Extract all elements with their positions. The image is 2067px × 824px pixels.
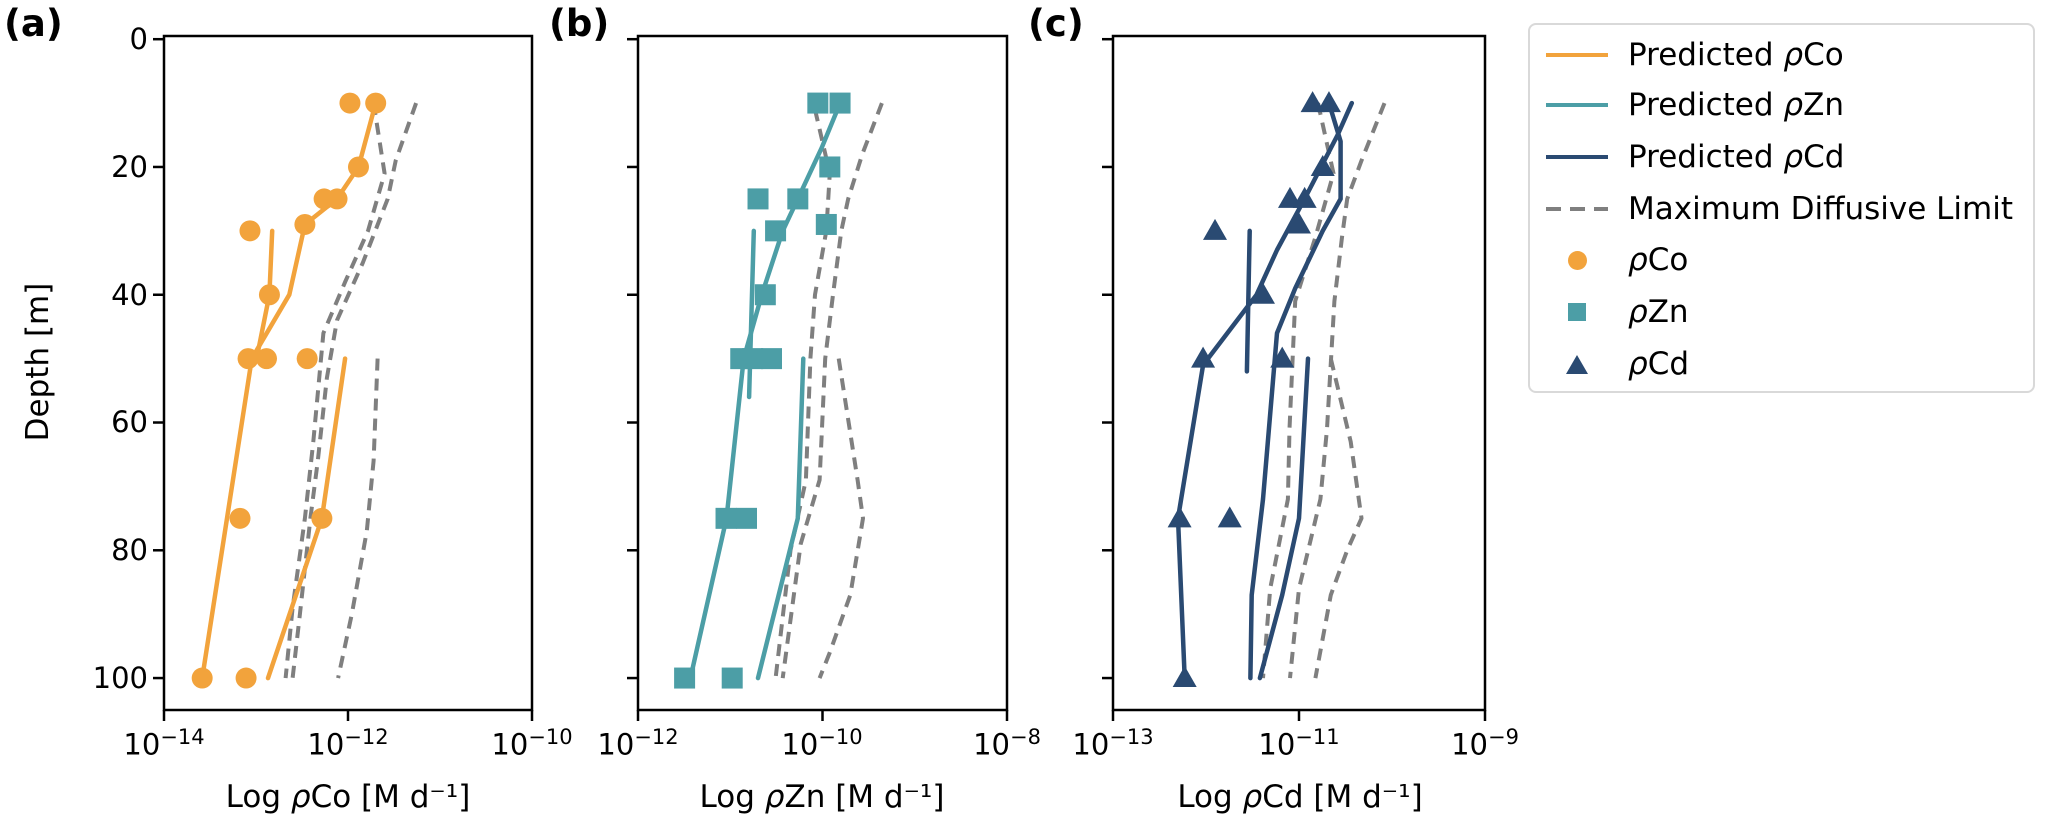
data-point-rho-cd (1203, 218, 1228, 240)
data-point-rho-zn (754, 284, 776, 306)
predicted-zn-line-sample (1546, 103, 1608, 107)
legend: Predicted ρCo Predicted ρZn Predicted ρC… (1528, 23, 2035, 393)
data-point-rho-zn (829, 92, 851, 114)
data-point-rho-cd (1172, 666, 1197, 688)
y-tick-label: 20 (111, 150, 148, 184)
data-point-rho-co (191, 667, 213, 689)
data-point-rho-co (339, 92, 361, 114)
data-point-rho-co (294, 213, 316, 235)
data-point-rho-zn (721, 667, 743, 689)
x-tick-label: 10−14 (123, 725, 205, 762)
legend-item-rho-co: ρCo (1530, 240, 2033, 280)
max-diffusive-limit-line (773, 109, 832, 679)
data-point-rho-zn (674, 667, 696, 689)
dashed-line-sample (1546, 207, 1608, 211)
legend-item-predicted-co: Predicted ρCo (1530, 35, 2033, 75)
max-diffusive-limit-line (780, 102, 884, 679)
panel-label-b: (b) (549, 2, 610, 45)
square-marker-sample (1546, 303, 1608, 321)
max-diffusive-limit-line (817, 358, 865, 679)
y-tick-label: 40 (111, 278, 148, 312)
plot-panel-c (1102, 34, 1487, 721)
predicted-line (1248, 100, 1343, 681)
data-point-rho-cd (1310, 154, 1335, 176)
x-tick-label: 10−12 (597, 725, 679, 762)
y-tick-label: 60 (111, 405, 148, 439)
legend-item-predicted-cd: Predicted ρCd (1530, 137, 2033, 177)
data-point-rho-cd (1191, 346, 1216, 368)
data-point-rho-cd (1167, 506, 1192, 528)
x-tick-label: 10−9 (1451, 725, 1519, 762)
data-point-rho-co (239, 220, 261, 242)
data-point-rho-cd (1270, 346, 1295, 368)
legend-item-rho-cd: ρCd (1530, 344, 2033, 384)
data-point-rho-zn (742, 348, 764, 370)
data-point-rho-cd (1316, 91, 1341, 113)
axes-frame (162, 34, 534, 712)
x-tick-label: 10−10 (781, 725, 863, 762)
data-point-rho-cd (1217, 506, 1242, 528)
max-diffusive-limit-line (283, 102, 387, 679)
max-diffusive-limit-line (290, 102, 418, 679)
y-tick-label: 0 (129, 22, 148, 56)
y-tick-label: 100 (92, 661, 148, 695)
x-tick-label: 10−10 (491, 725, 573, 762)
predicted-co-line-sample (1546, 53, 1608, 57)
legend-item-rho-zn: ρZn (1530, 292, 2033, 332)
axes-frame (1111, 34, 1487, 712)
panel-label-a: (a) (4, 2, 63, 45)
data-point-rho-zn (807, 92, 829, 114)
predicted-line (1175, 100, 1355, 681)
data-point-rho-co (296, 348, 318, 370)
plot-panel-a (153, 34, 534, 721)
y-tick-label: 80 (111, 533, 148, 567)
data-point-rho-co (237, 348, 259, 370)
data-point-rho-co (235, 667, 257, 689)
predicted-line (746, 228, 757, 400)
x-tick-label: 10−8 (973, 725, 1041, 762)
data-point-rho-cd (1287, 212, 1311, 234)
data-point-rho-cd (1292, 186, 1317, 208)
data-point-rho-co (326, 188, 348, 210)
data-point-rho-cd (1300, 91, 1325, 113)
data-point-rho-zn (747, 188, 769, 210)
y-axis-label: Depth [m] (20, 282, 56, 442)
data-point-rho-zn (765, 220, 787, 242)
max-diffusive-limit-line (1288, 102, 1387, 679)
data-point-rho-zn (735, 507, 757, 529)
data-point-rho-zn (819, 156, 841, 178)
max-diffusive-limit-line (336, 358, 380, 679)
data-point-rho-co (311, 507, 333, 529)
x-axis-label-co: Log ρCo [M d⁻¹] (225, 779, 471, 815)
x-tick-label: 10−11 (1258, 725, 1340, 762)
predicted-line (1257, 356, 1311, 681)
predicted-line (755, 356, 806, 681)
x-axis-label-cd: Log ρCd [M d⁻¹] (1177, 779, 1423, 815)
x-tick-label: 10−13 (1072, 725, 1154, 762)
plot-panel-b (627, 34, 1009, 721)
predicted-cd-line-sample (1546, 155, 1608, 159)
data-point-rho-co (347, 156, 369, 178)
predicted-line (1244, 228, 1252, 374)
max-diffusive-limit-line (1313, 358, 1364, 679)
data-point-rho-cd (1250, 282, 1275, 304)
predicted-line (688, 100, 843, 681)
data-point-rho-zn (787, 188, 809, 210)
legend-item-max-diffusive-limit: Maximum Diffusive Limit (1530, 189, 2033, 229)
predicted-line (199, 100, 378, 681)
circle-marker-sample (1546, 250, 1608, 270)
data-point-rho-co (258, 284, 280, 306)
legend-item-predicted-zn: Predicted ρZn (1530, 85, 2033, 125)
panel-label-c: (c) (1028, 2, 1084, 45)
data-point-rho-co (365, 92, 387, 114)
data-point-rho-zn (815, 213, 837, 235)
data-point-rho-zn (761, 348, 783, 370)
triangle-marker-sample (1546, 354, 1608, 374)
x-tick-label: 10−12 (307, 725, 389, 762)
data-point-rho-co (229, 507, 251, 529)
x-axis-label-zn: Log ρZn [M d⁻¹] (699, 779, 945, 815)
data-point-rho-zn (715, 507, 737, 529)
data-point-rho-co (255, 348, 277, 370)
